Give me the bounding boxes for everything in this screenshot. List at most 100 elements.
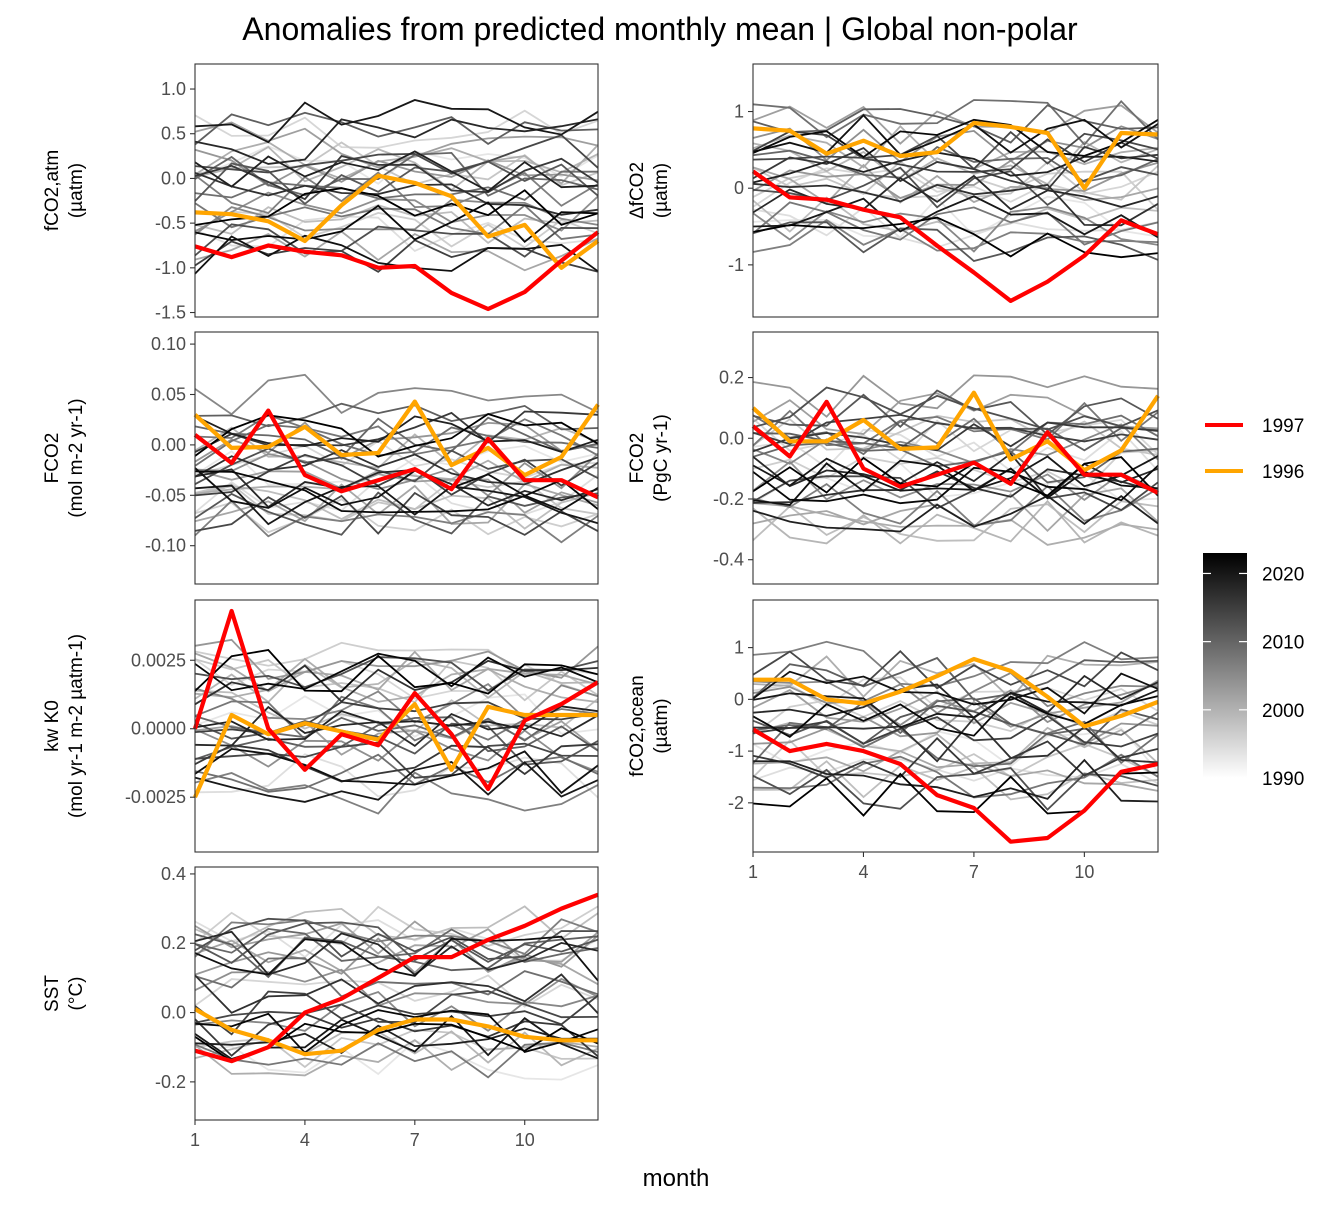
panel-6-year-line: [752, 758, 1159, 803]
panel-5-year-line: [194, 761, 599, 803]
panel-2-year-line: [752, 206, 1159, 253]
panel-6-xtick-label: 1: [748, 862, 758, 882]
panel-3-year-line: [194, 373, 599, 416]
panel-4-ytick-label: 0.0: [719, 428, 744, 448]
panel-1-ytick-label: -1.5: [155, 303, 186, 323]
panel-2-year-line: [752, 195, 1159, 239]
panel-1-frame: [194, 63, 599, 318]
panel-2-frame: [752, 63, 1159, 318]
panel-3-year-line: [194, 485, 599, 530]
panel-7-year-line: [194, 957, 599, 998]
panel-4-year-line: [752, 421, 1159, 453]
panel-5-ytick-label: -0.0025: [125, 787, 186, 807]
panel-5-year-line: [194, 747, 599, 795]
panel-1-ytick-label: 1.0: [161, 79, 186, 99]
legend: 1997 1996 1990 2000 2010 2020: [1203, 416, 1304, 790]
panel-3-ytick-label: -0.05: [145, 485, 186, 505]
panel-1-year-line: [194, 121, 599, 169]
panel-1-ylabel: fCO2,atm (µatm): [42, 150, 87, 231]
panel-6-xtick-label: 7: [969, 862, 979, 882]
panel-1-year-line: [194, 141, 599, 185]
panel-7-ytick-label: -0.2: [155, 1072, 186, 1092]
panel-6-xtick-label: 10: [1074, 862, 1094, 882]
panel-3-year-line: [194, 484, 599, 526]
panel-1-ytick-label: -0.5: [155, 213, 186, 233]
panel-4-year-line: [752, 413, 1159, 446]
panel-7-xtick-label: 10: [515, 1130, 535, 1150]
panel-7-xtick-label: 1: [190, 1130, 200, 1150]
panel-7-year-line: [194, 973, 599, 1015]
panel-2-ytick-label: 1: [734, 102, 744, 122]
panel-2-year-line: [752, 221, 1159, 262]
panel-7-year-line: [194, 921, 599, 964]
panel-6-ytick-label: 0: [734, 689, 744, 709]
panel-5-year-line: [194, 753, 599, 793]
panel-1-ytick-label: 0.0: [161, 168, 186, 188]
panel-6-series-1997: [751, 727, 1159, 844]
panel-6-series-1996: [753, 656, 1159, 729]
panel-1-series-1996: [194, 173, 600, 270]
panel-2-year-line: [752, 104, 1159, 144]
panel-6-year-line: [752, 716, 1159, 764]
panel-2-ylabel: ΔfCO2 (µatm): [627, 162, 672, 219]
panel-2-year-line: [752, 195, 1159, 239]
colorbar-tick-label: 2020: [1262, 564, 1304, 585]
colorbar-ticks: 1990 2000 2010 2020: [1203, 564, 1304, 790]
colorbar-tick-label: 1990: [1262, 769, 1304, 790]
panel-4-series-1996: [751, 390, 1160, 473]
panel-7-frame: [194, 866, 599, 1121]
panel-2-year-line: [752, 130, 1159, 171]
panel-4-year-line: [752, 467, 1159, 512]
x-axis-label: month: [643, 1165, 710, 1192]
panel-2-year-line: [752, 104, 1159, 145]
panel-5-year-line: [194, 659, 599, 706]
panel-3-ylabel: FCO2 (mol m-2 yr-1): [42, 398, 87, 517]
panel-3-ytick-label: 0.05: [151, 384, 186, 404]
panel-6-year-line: [752, 767, 1159, 811]
panel-7-year-line: [194, 939, 599, 986]
panel-4-year-line: [752, 456, 1159, 497]
panel-1-year-line: [194, 109, 599, 149]
panel-6-year-line: [752, 714, 1159, 748]
panel-5-year-line: [194, 638, 599, 680]
panel-7-year-line: [194, 1009, 599, 1054]
panel-6-xtick-label: 4: [858, 862, 868, 882]
panel-5-ylabel: kw K0 (mol yr-1 m-2 µatm-1): [42, 634, 87, 818]
panel-3-year-line: [194, 410, 599, 453]
panel-2-ytick-label: 0: [734, 178, 744, 198]
panel-1-ytick-label: 0.5: [161, 124, 186, 144]
colorbar-tick-label: 2010: [1262, 633, 1304, 654]
panel-6-ytick-label: 1: [734, 638, 744, 658]
panel-3-series-1996: [193, 399, 600, 478]
panel-2-year-line: [752, 201, 1159, 246]
legend-label-1996: 1996: [1262, 462, 1304, 483]
panel-5-year-line: [194, 658, 599, 704]
panel-4-year-line: [752, 386, 1159, 431]
panel-5-ytick-label: 0.0000: [131, 719, 186, 739]
panel-6-year-line: [752, 750, 1159, 792]
panel-6-year-line: [752, 656, 1159, 701]
panel-2-year-line: [752, 170, 1159, 211]
panel-1-year-line: [194, 134, 599, 175]
panel-1-year-line: [194, 171, 599, 216]
panel-6-year-line: [752, 674, 1159, 720]
panels: -1.5 -1.0 -0.5 0.0 0.5 1.0 fCO2,atm (µatm) -1 0 1 Δ…: [42, 63, 1160, 1150]
panel-6-ylabel: fCO2,ocean (µatm): [627, 675, 672, 776]
panel-7-ytick-label: 0.2: [161, 933, 186, 953]
panel-4-year-line: [752, 374, 1159, 418]
panel-4-year-line: [752, 494, 1159, 533]
panel-6-ytick-label: -2: [728, 793, 744, 813]
panel-1-year-line: [194, 154, 599, 201]
panel-6-year-line: [752, 760, 1159, 801]
panel-2-year-line: [752, 151, 1159, 184]
panel-7: -0.2 0.0 0.2 0.4 1 4 7 10 SST (°C): [42, 864, 599, 1150]
panel-4-ytick-label: -0.2: [713, 489, 744, 509]
panel-1-year-line: [194, 99, 599, 144]
panel-1: -1.5 -1.0 -0.5 0.0 0.5 1.0 fCO2,atm (µatm): [42, 63, 600, 323]
panel-4-series-1997: [751, 399, 1159, 495]
panel-5-year-line: [194, 652, 599, 692]
panel-6: -2 -1 0 1 1 4 7 10 fCO2,ocean (µatm): [627, 599, 1159, 882]
panel-3-ytick-label: 0.10: [151, 334, 186, 354]
panel-1-series-1997: [194, 230, 600, 312]
